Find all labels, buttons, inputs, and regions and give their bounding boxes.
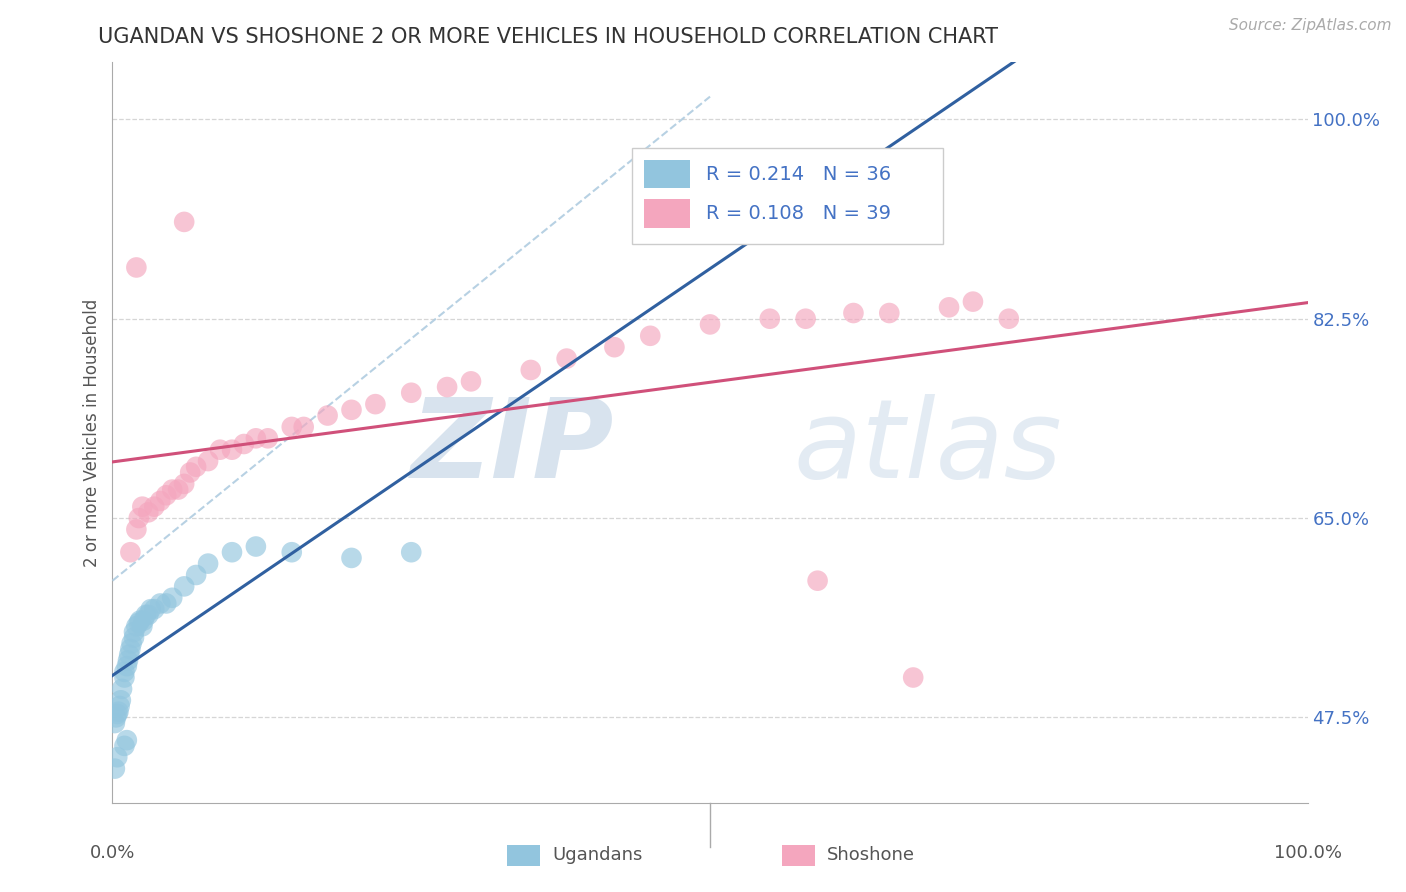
Point (143, 500, 166, 514)
Point (104, 762, 127, 776)
Point (120, 642, 142, 657)
Point (138, 505, 160, 519)
Point (281, 420, 304, 434)
Point (245, 540, 267, 554)
Point (118, 648, 141, 662)
Text: Ugandans: Ugandans (553, 846, 643, 863)
Point (401, 385, 423, 400)
Point (257, 431, 280, 445)
Point (117, 653, 139, 667)
FancyBboxPatch shape (644, 200, 690, 227)
Point (842, 306, 865, 320)
Point (962, 294, 984, 309)
Text: Shoshone: Shoshone (827, 846, 915, 863)
Point (603, 340, 626, 354)
Y-axis label: 2 or more Vehicles in Household: 2 or more Vehicles in Household (83, 299, 101, 566)
Point (221, 442, 243, 457)
Point (129, 614, 152, 628)
Point (245, 431, 267, 445)
Point (794, 311, 817, 326)
Point (105, 710, 128, 724)
Point (107, 705, 129, 719)
Point (179, 466, 201, 480)
Point (149, 597, 172, 611)
Point (135, 607, 157, 622)
Point (125, 523, 148, 537)
Point (340, 550, 363, 565)
Text: UGANDAN VS SHOSHONE 2 OR MORE VEHICLES IN HOUSEHOLD CORRELATION CHART: UGANDAN VS SHOSHONE 2 OR MORE VEHICLES I… (98, 27, 998, 46)
FancyBboxPatch shape (508, 845, 540, 866)
Point (938, 301, 960, 315)
Point (114, 665, 135, 679)
Point (209, 442, 232, 457)
Point (167, 483, 190, 497)
Text: ZIP: ZIP (411, 394, 614, 501)
Point (105, 706, 128, 721)
Point (186, 459, 208, 474)
Point (401, 545, 423, 559)
Point (149, 494, 172, 508)
Point (131, 500, 153, 514)
Point (759, 311, 782, 326)
Point (132, 614, 155, 628)
FancyBboxPatch shape (644, 161, 690, 188)
Point (699, 318, 721, 332)
Point (155, 597, 177, 611)
Point (125, 260, 148, 275)
Point (143, 602, 166, 616)
Point (122, 631, 145, 645)
Point (173, 476, 195, 491)
Text: atlas: atlas (793, 394, 1063, 501)
Point (364, 397, 387, 411)
Point (555, 351, 578, 366)
Point (139, 602, 162, 616)
Point (114, 739, 135, 753)
Point (197, 454, 219, 468)
Point (460, 375, 482, 389)
Point (292, 420, 315, 434)
Point (186, 568, 208, 582)
Text: 0.0%: 0.0% (90, 844, 135, 862)
Point (340, 402, 363, 417)
Point (115, 733, 138, 747)
Point (114, 671, 135, 685)
Point (903, 671, 925, 685)
Point (197, 557, 219, 571)
Point (105, 750, 128, 764)
Point (108, 698, 131, 713)
Point (807, 574, 830, 588)
Point (281, 545, 304, 559)
Point (111, 681, 134, 696)
FancyBboxPatch shape (782, 845, 815, 866)
Text: Source: ZipAtlas.com: Source: ZipAtlas.com (1229, 18, 1392, 33)
Point (233, 437, 256, 451)
Point (115, 659, 138, 673)
Point (128, 511, 150, 525)
Point (125, 619, 148, 633)
Point (104, 716, 127, 731)
Point (640, 328, 662, 343)
Point (122, 624, 145, 639)
Point (436, 380, 458, 394)
Point (121, 636, 143, 650)
Point (173, 215, 195, 229)
Point (128, 615, 150, 630)
Point (998, 311, 1021, 326)
Point (221, 545, 243, 559)
Point (155, 488, 177, 502)
Point (138, 607, 160, 622)
Point (879, 306, 901, 320)
Point (162, 591, 183, 605)
Text: R = 0.214   N = 36: R = 0.214 N = 36 (706, 165, 891, 184)
Point (110, 693, 132, 707)
Point (131, 619, 153, 633)
Text: 100.0%: 100.0% (1274, 844, 1341, 862)
Point (120, 545, 142, 559)
Point (316, 409, 339, 423)
Text: R = 0.108   N = 39: R = 0.108 N = 39 (706, 204, 891, 223)
FancyBboxPatch shape (633, 147, 943, 244)
Point (162, 483, 183, 497)
Point (520, 363, 543, 377)
Point (173, 579, 195, 593)
